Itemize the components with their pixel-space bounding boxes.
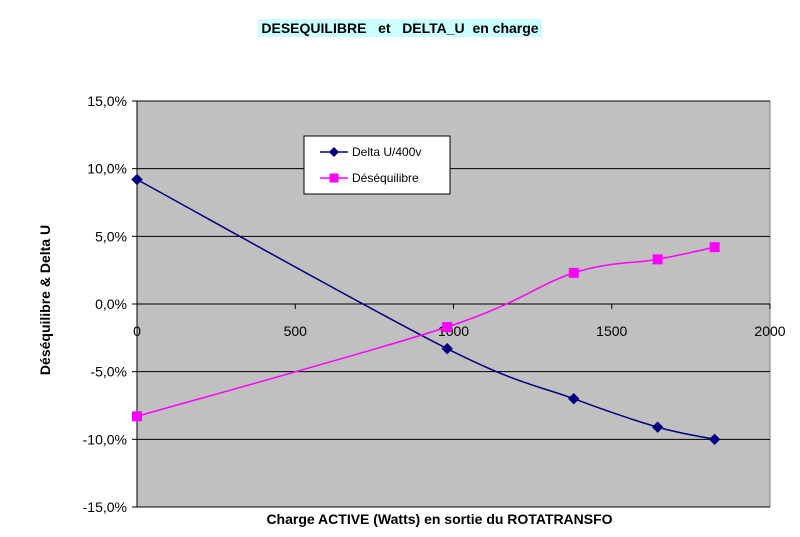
series-point-diamond bbox=[131, 173, 143, 186]
y-tick-label: 10,0% bbox=[87, 161, 127, 177]
y-tick-label: 5,0% bbox=[95, 228, 127, 244]
legend: Delta U/400v Déséquilibre bbox=[303, 135, 451, 195]
x-tick-label: 0 bbox=[133, 323, 141, 339]
series-group bbox=[131, 173, 721, 446]
legend-label: Delta U/400v bbox=[352, 145, 421, 159]
legend-marker bbox=[329, 147, 339, 157]
series-point-square bbox=[709, 242, 720, 253]
series-point-square bbox=[652, 254, 663, 265]
series-point-square bbox=[568, 267, 579, 278]
series-point-square bbox=[442, 322, 453, 333]
legend-box bbox=[303, 135, 451, 195]
chart-title: DESEQUILIBRE et DELTA_U en charge bbox=[258, 19, 542, 37]
y-tick-label: -10,0% bbox=[83, 431, 127, 447]
y-tick-label: -15,0% bbox=[83, 499, 127, 515]
y-tick-label: 0,0% bbox=[95, 296, 127, 312]
y-tick-label: -5,0% bbox=[90, 364, 127, 380]
y-tick-labels: 15,0% 10,0% 5,0% 0,0% -5,0% -10,0% -15,0% bbox=[83, 93, 127, 515]
series-point-square bbox=[132, 411, 142, 422]
series-point-diamond bbox=[568, 393, 580, 405]
x-axis-title: Charge ACTIVE (Watts) en sortie du ROTAT… bbox=[266, 511, 612, 527]
y-axis-title: Déséquilibre & Delta U bbox=[37, 225, 53, 375]
x-tick-label: 1500 bbox=[596, 323, 627, 339]
x-tick-label: 500 bbox=[284, 323, 308, 339]
y-tick-label: 15,0% bbox=[87, 93, 127, 109]
series-point-diamond bbox=[441, 342, 453, 355]
x-tick-labels: 0 500 1000 1500 2000 bbox=[133, 304, 786, 339]
legend-marker bbox=[329, 173, 339, 183]
legend-label: Déséquilibre bbox=[352, 171, 419, 185]
series-point-diamond bbox=[708, 433, 721, 446]
series-point-diamond bbox=[651, 421, 664, 433]
x-tick-label: 2000 bbox=[754, 323, 785, 339]
chart-title-box: DESEQUILIBRE et DELTA_U en charge bbox=[0, 19, 800, 38]
